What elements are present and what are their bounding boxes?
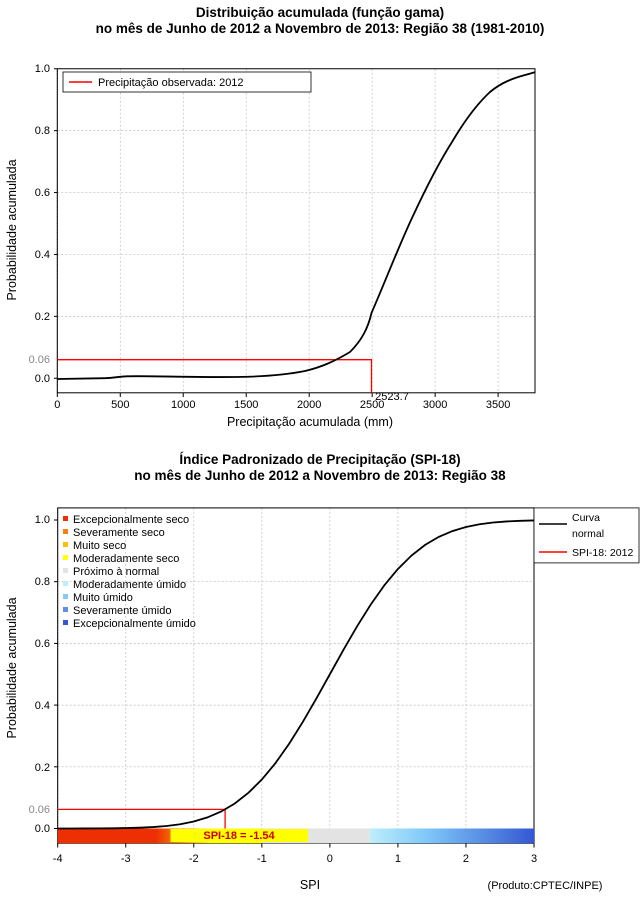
- svg-text:no mês de Junho de 2012 a Nove: no mês de Junho de 2012 a Novembro de 20…: [96, 21, 545, 36]
- svg-text:3000: 3000: [423, 399, 447, 411]
- svg-text:Precipitação acumulada (mm): Precipitação acumulada (mm): [227, 415, 393, 429]
- svg-text:1500: 1500: [234, 399, 258, 411]
- svg-text:0: 0: [54, 399, 60, 411]
- svg-text:-2: -2: [189, 853, 199, 865]
- svg-text:2: 2: [463, 853, 469, 865]
- svg-text:2523.7: 2523.7: [375, 391, 409, 403]
- svg-text:SPI-18: 2012: SPI-18: 2012: [572, 547, 633, 559]
- svg-text:1: 1: [395, 853, 401, 865]
- svg-text:-4: -4: [53, 853, 63, 865]
- svg-text:Muito seco: Muito seco: [73, 540, 126, 552]
- svg-text:1.0: 1.0: [35, 514, 50, 526]
- svg-text:0.0: 0.0: [35, 373, 50, 385]
- svg-text:0.6: 0.6: [35, 638, 50, 650]
- svg-text:2000: 2000: [297, 399, 321, 411]
- svg-text:-3: -3: [121, 853, 131, 865]
- svg-text:Excepcionalmente úmido: Excepcionalmente úmido: [73, 618, 196, 630]
- svg-text:3500: 3500: [486, 399, 510, 411]
- svg-text:no mês de Junho de 2012 a Nove: no mês de Junho de 2012 a Novembro de 20…: [134, 468, 506, 483]
- svg-text:0.06: 0.06: [29, 804, 50, 816]
- svg-text:Probabilidade acumulada: Probabilidade acumulada: [5, 159, 19, 300]
- svg-text:Moderadamente seco: Moderadamente seco: [73, 553, 179, 565]
- svg-text:Próximo à normal: Próximo à normal: [73, 566, 159, 578]
- svg-text:Severamente úmido: Severamente úmido: [73, 605, 171, 617]
- svg-text:Índice Padronizado de Precipit: Índice Padronizado de Precipitação (SPI-…: [179, 452, 460, 467]
- svg-text:(Produto:CPTEC/INPE): (Produto:CPTEC/INPE): [488, 880, 603, 892]
- svg-text:0: 0: [327, 853, 333, 865]
- svg-text:0.2: 0.2: [35, 311, 50, 323]
- svg-text:Curva: Curva: [572, 512, 600, 524]
- svg-text:Distribuição acumulada (função: Distribuição acumulada (função gama): [196, 5, 444, 20]
- svg-text:1000: 1000: [171, 399, 195, 411]
- svg-text:1.0: 1.0: [35, 63, 50, 75]
- svg-text:normal: normal: [572, 528, 604, 540]
- svg-text:Moderadamente úmido: Moderadamente úmido: [73, 579, 186, 591]
- svg-text:0.0: 0.0: [35, 823, 50, 835]
- svg-text:0.8: 0.8: [35, 576, 50, 588]
- svg-text:-1: -1: [257, 853, 267, 865]
- svg-text:SPI-18 = -1.54: SPI-18 = -1.54: [203, 830, 275, 842]
- svg-text:500: 500: [111, 399, 129, 411]
- svg-text:Probabilidade acumulada: Probabilidade acumulada: [5, 597, 19, 738]
- svg-text:0.6: 0.6: [35, 187, 50, 199]
- svg-text:Precipitação observada: 2012: Precipitação observada: 2012: [98, 77, 244, 89]
- svg-text:0.4: 0.4: [35, 249, 50, 261]
- svg-text:0.2: 0.2: [35, 762, 50, 774]
- svg-text:3: 3: [531, 853, 537, 865]
- svg-text:SPI: SPI: [300, 878, 320, 892]
- svg-text:0.4: 0.4: [35, 700, 50, 712]
- svg-text:Severamente seco: Severamente seco: [73, 527, 165, 539]
- svg-text:Excepcionalmente seco: Excepcionalmente seco: [73, 514, 189, 526]
- svg-text:0.06: 0.06: [29, 354, 50, 366]
- svg-text:0.8: 0.8: [35, 125, 50, 137]
- svg-text:Muito úmido: Muito úmido: [73, 592, 133, 604]
